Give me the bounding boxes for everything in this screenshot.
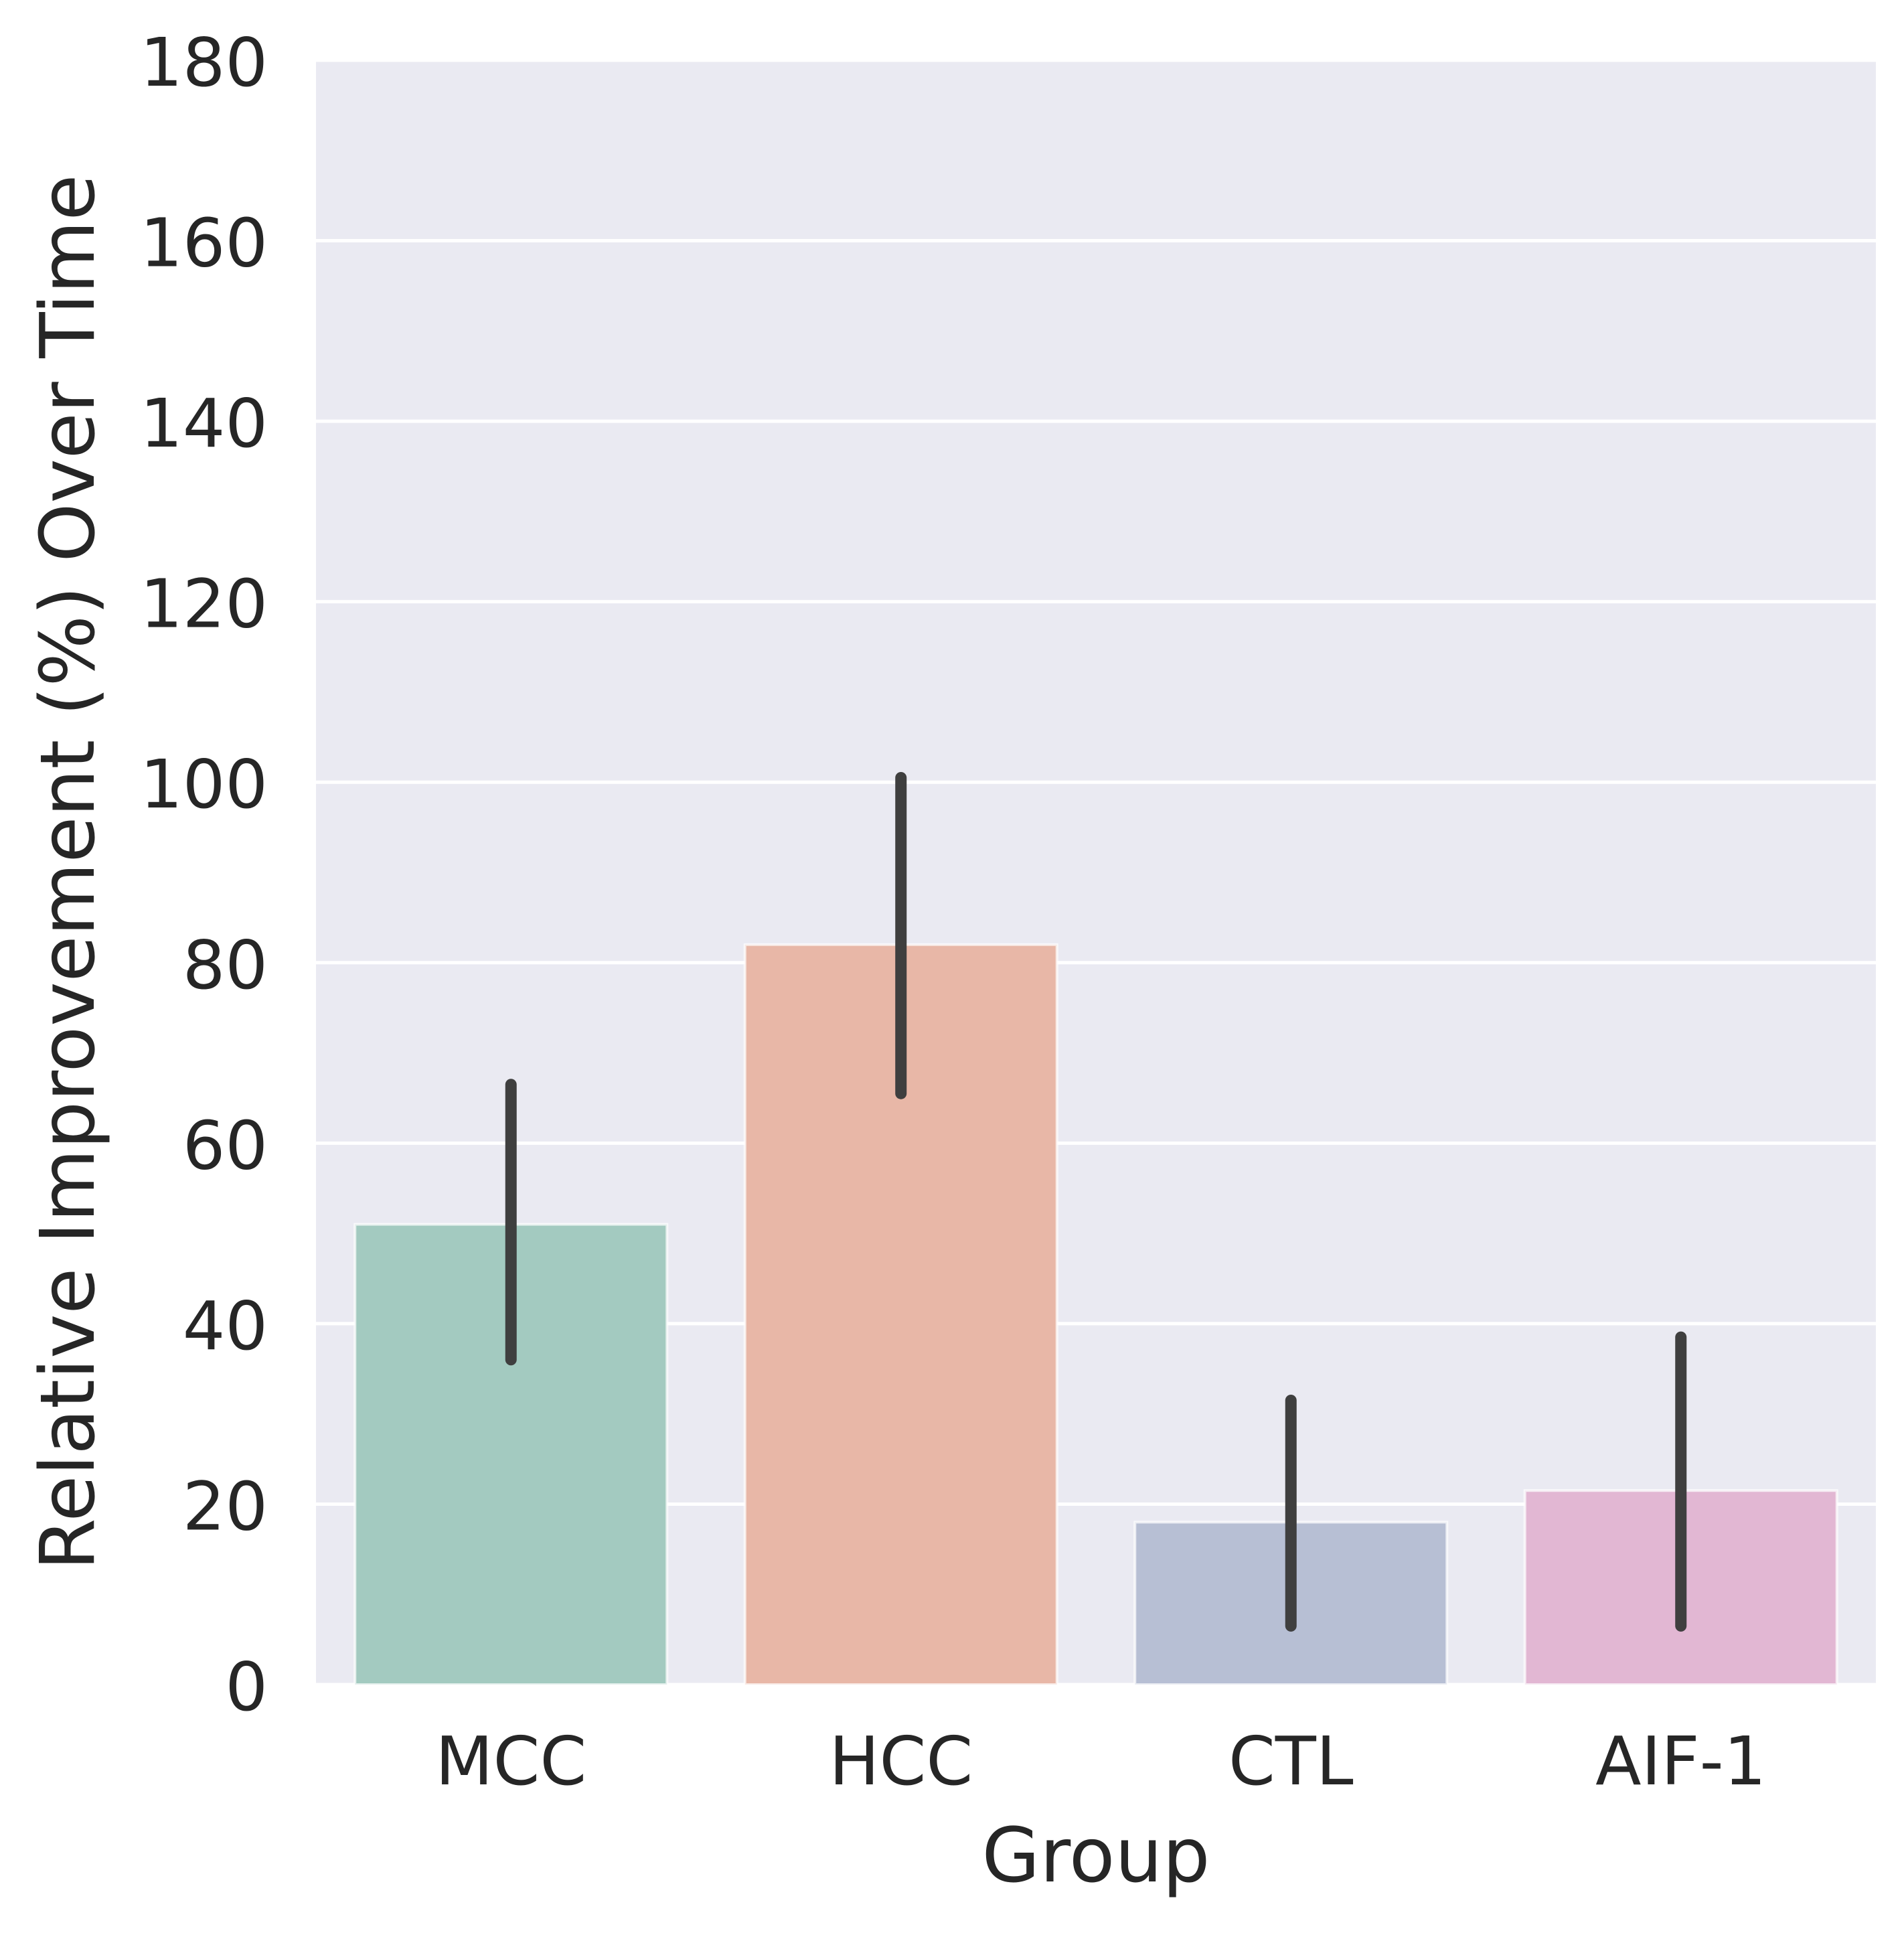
y-tick-label: 100 [140,745,268,824]
y-tick-label: 40 [183,1287,268,1365]
y-tick-label: 20 [183,1467,268,1545]
error-bars [505,771,1687,1632]
x-tick-labels: MCC HCC CTL AIF-1 [435,1722,1766,1800]
y-axis-label: Relative Improvement (%) Over Time [25,175,112,1571]
y-tick-label: 160 [140,204,268,283]
y-tick-label: 180 [140,23,268,102]
y-tick-labels: 0 20 40 60 80 100 120 140 160 180 [140,23,268,1726]
y-tick-label: 60 [183,1106,268,1184]
x-tick-label: MCC [435,1722,586,1800]
y-tick-label: 0 [225,1648,268,1726]
x-tick-label: CTL [1228,1722,1354,1800]
y-tick-label: 140 [140,384,268,463]
y-tick-label: 120 [140,565,268,643]
y-tick-label: 80 [183,926,268,1004]
x-axis-label: Group [982,1812,1210,1900]
x-tick-label: HCC [829,1722,973,1800]
x-tick-label: AIF-1 [1595,1722,1766,1800]
